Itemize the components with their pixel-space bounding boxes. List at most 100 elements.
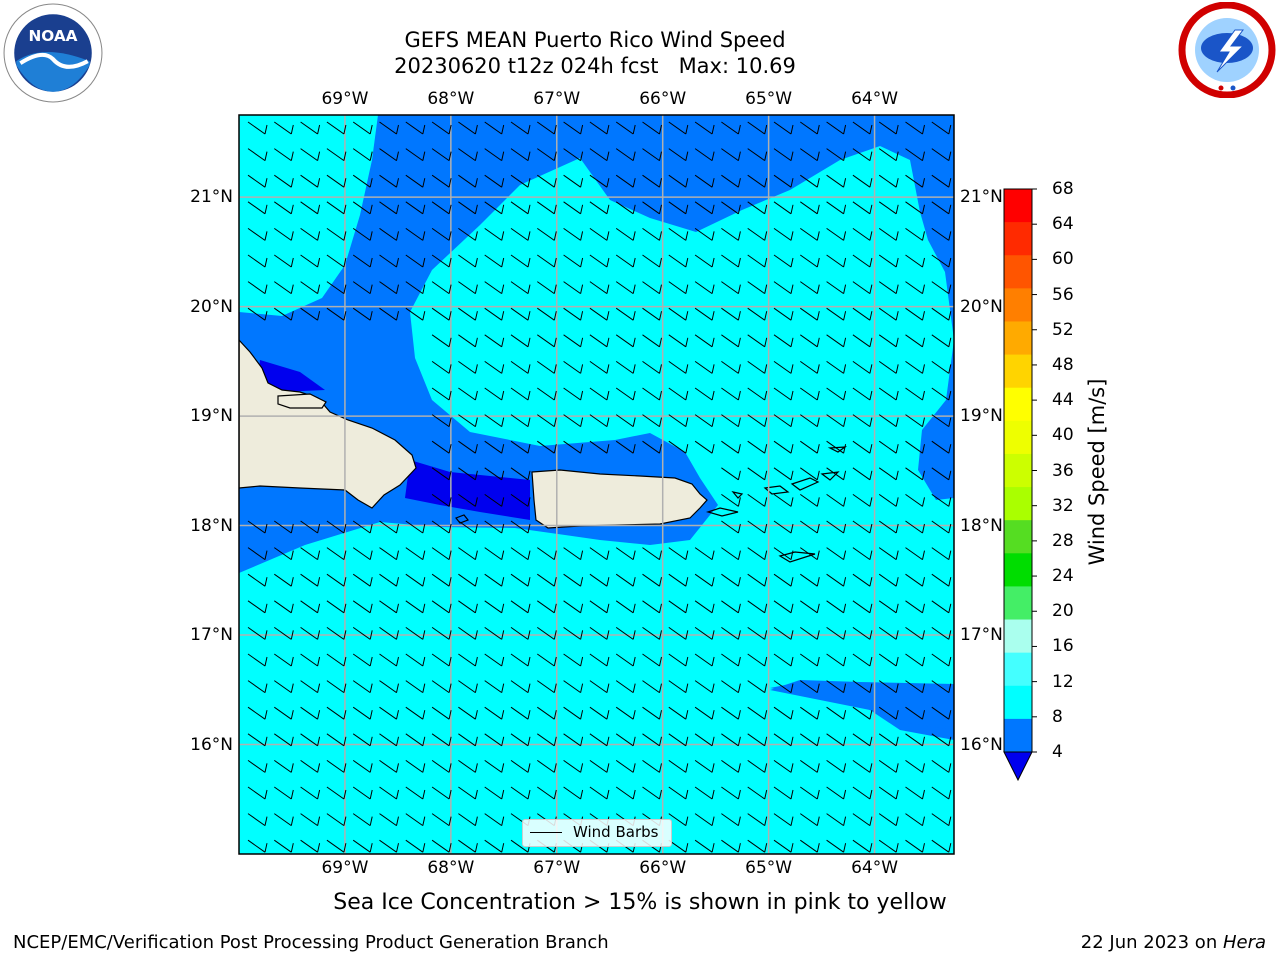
wind-barb [300,307,321,321]
wind-barb [484,387,505,401]
wind-barb [826,706,847,720]
wind-barb [484,174,505,188]
map-title: GEFS MEAN Puerto Rico Wind Speed [404,28,786,52]
wind-barb [747,227,768,241]
wind-barb [773,653,794,667]
wind-barb [773,360,794,374]
wind-barb [800,520,820,534]
wind-barb [510,680,531,694]
wind-barb [537,573,557,587]
wind-barb [484,440,505,454]
wind-barb [905,387,925,401]
wind-barb [615,626,636,640]
wind-barb [537,334,557,348]
wind-barb [747,493,768,507]
wind-barb [878,334,899,348]
wind-barb [352,547,373,561]
wind-barb [379,520,399,534]
longitude-label-bot: 68°W [427,858,475,878]
wind-barb [852,254,873,268]
land-anegada [827,446,848,453]
wind-barb [458,626,478,640]
wind-barb [300,227,321,241]
colorbar-segment [1004,420,1032,455]
wind-barb [274,839,294,853]
wind-barb [852,307,873,321]
wind-barb [615,227,636,241]
wind-barb [379,813,399,827]
wind-barb [773,334,794,348]
wind-barb [800,813,820,827]
wind-barb [431,759,452,773]
wind-barb [326,227,347,241]
wind-barb [826,467,847,481]
wind-barb [326,626,347,640]
wind-barb [615,759,636,773]
wind-barb [247,706,268,720]
wind-barb [379,573,399,587]
wind-barb [642,227,662,241]
wind-barb [826,786,847,800]
colorbar-segment [1004,619,1032,654]
wind-barb [852,174,873,188]
wind-barb [247,653,268,667]
wind-barb [563,201,584,215]
wind-barb [721,653,741,667]
wind-barb [826,414,847,428]
wind-barb [773,440,794,454]
wind-barb [431,148,452,162]
wind-barb [747,573,768,587]
wind-barb [615,733,636,747]
wind-barb [458,281,478,295]
colorbar-segment [1004,354,1032,389]
wind-barb [826,493,847,507]
wind-barb [247,307,268,321]
wind-barb [694,360,715,374]
wind-barb [668,360,689,374]
wind-barb [247,733,268,747]
wind-barb [826,174,847,188]
wind-barb [247,573,268,587]
wind-barb [563,680,584,694]
wind-barb [431,174,452,188]
wind-barb [773,759,794,773]
wind-barb [484,201,505,215]
wind-barb [905,759,925,773]
wind-barb [668,414,689,428]
wind-barb [668,813,689,827]
wind-barb [852,759,873,773]
wind-barb [405,733,426,747]
latitude-label-right: 18°N [960,515,1003,536]
wind-barb [747,759,768,773]
wind-band-below-4-north [258,360,325,392]
wind-barb [405,600,426,614]
wind-barb [589,148,610,162]
wind-barb [721,467,741,481]
wind-barb [642,334,662,348]
wind-barb [300,733,321,747]
wind-barb [615,680,636,694]
wind-barb [537,121,557,135]
wind-barb [615,201,636,215]
wind-barb [352,227,373,241]
wind-barb [326,680,347,694]
wind-barb [800,414,820,428]
colorbar-segment [1004,487,1032,521]
wind-barb [563,414,584,428]
wind-barb [931,307,952,321]
colorbar-segment [1004,718,1032,753]
wind-barb [247,121,268,135]
wind-barb [694,307,715,321]
longitude-label-top: 68°W [427,89,475,109]
map-frame [238,114,955,855]
wind-barb [747,547,768,561]
wind-barb [931,573,952,587]
wind-barb [537,626,557,640]
wind-barb [852,281,873,295]
wind-barb [352,254,373,268]
wind-barb [589,334,610,348]
wind-barb [300,254,321,268]
wind-barb [300,573,321,587]
land-st-croix [778,551,816,563]
wind-barb [247,626,268,640]
